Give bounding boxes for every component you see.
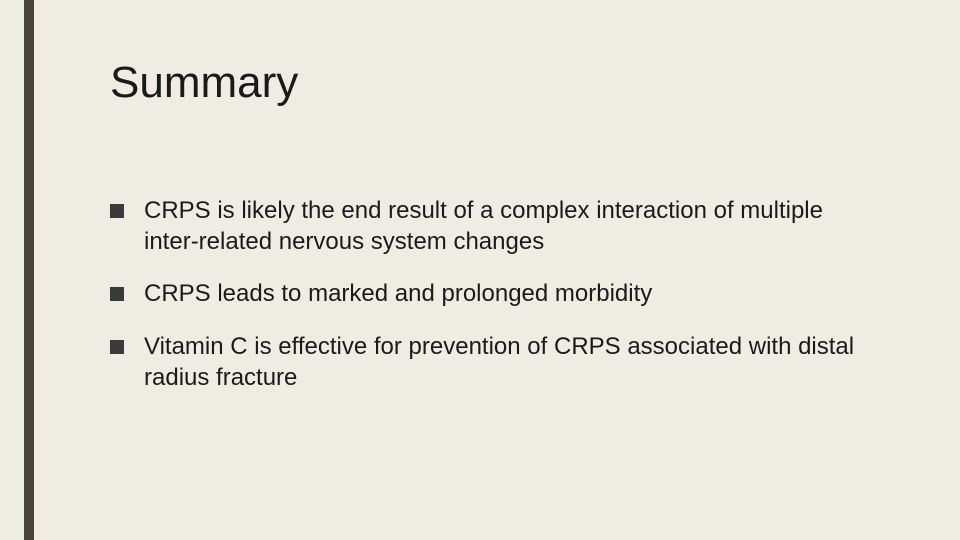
bullet-item: CRPS leads to marked and prolonged morbi… [110, 279, 880, 310]
bullet-text: CRPS is likely the end result of a compl… [144, 196, 880, 257]
square-bullet-icon [110, 340, 124, 354]
bullet-item: CRPS is likely the end result of a compl… [110, 196, 880, 257]
slide-title: Summary [110, 58, 880, 108]
square-bullet-icon [110, 204, 124, 218]
bullet-item: Vitamin C is effective for prevention of… [110, 332, 880, 393]
bullet-list: CRPS is likely the end result of a compl… [110, 196, 880, 394]
slide-content: Summary CRPS is likely the end result of… [110, 58, 880, 416]
bullet-text: Vitamin C is effective for prevention of… [144, 332, 880, 393]
square-bullet-icon [110, 287, 124, 301]
bullet-text: CRPS leads to marked and prolonged morbi… [144, 279, 880, 310]
accent-bar [24, 0, 34, 540]
